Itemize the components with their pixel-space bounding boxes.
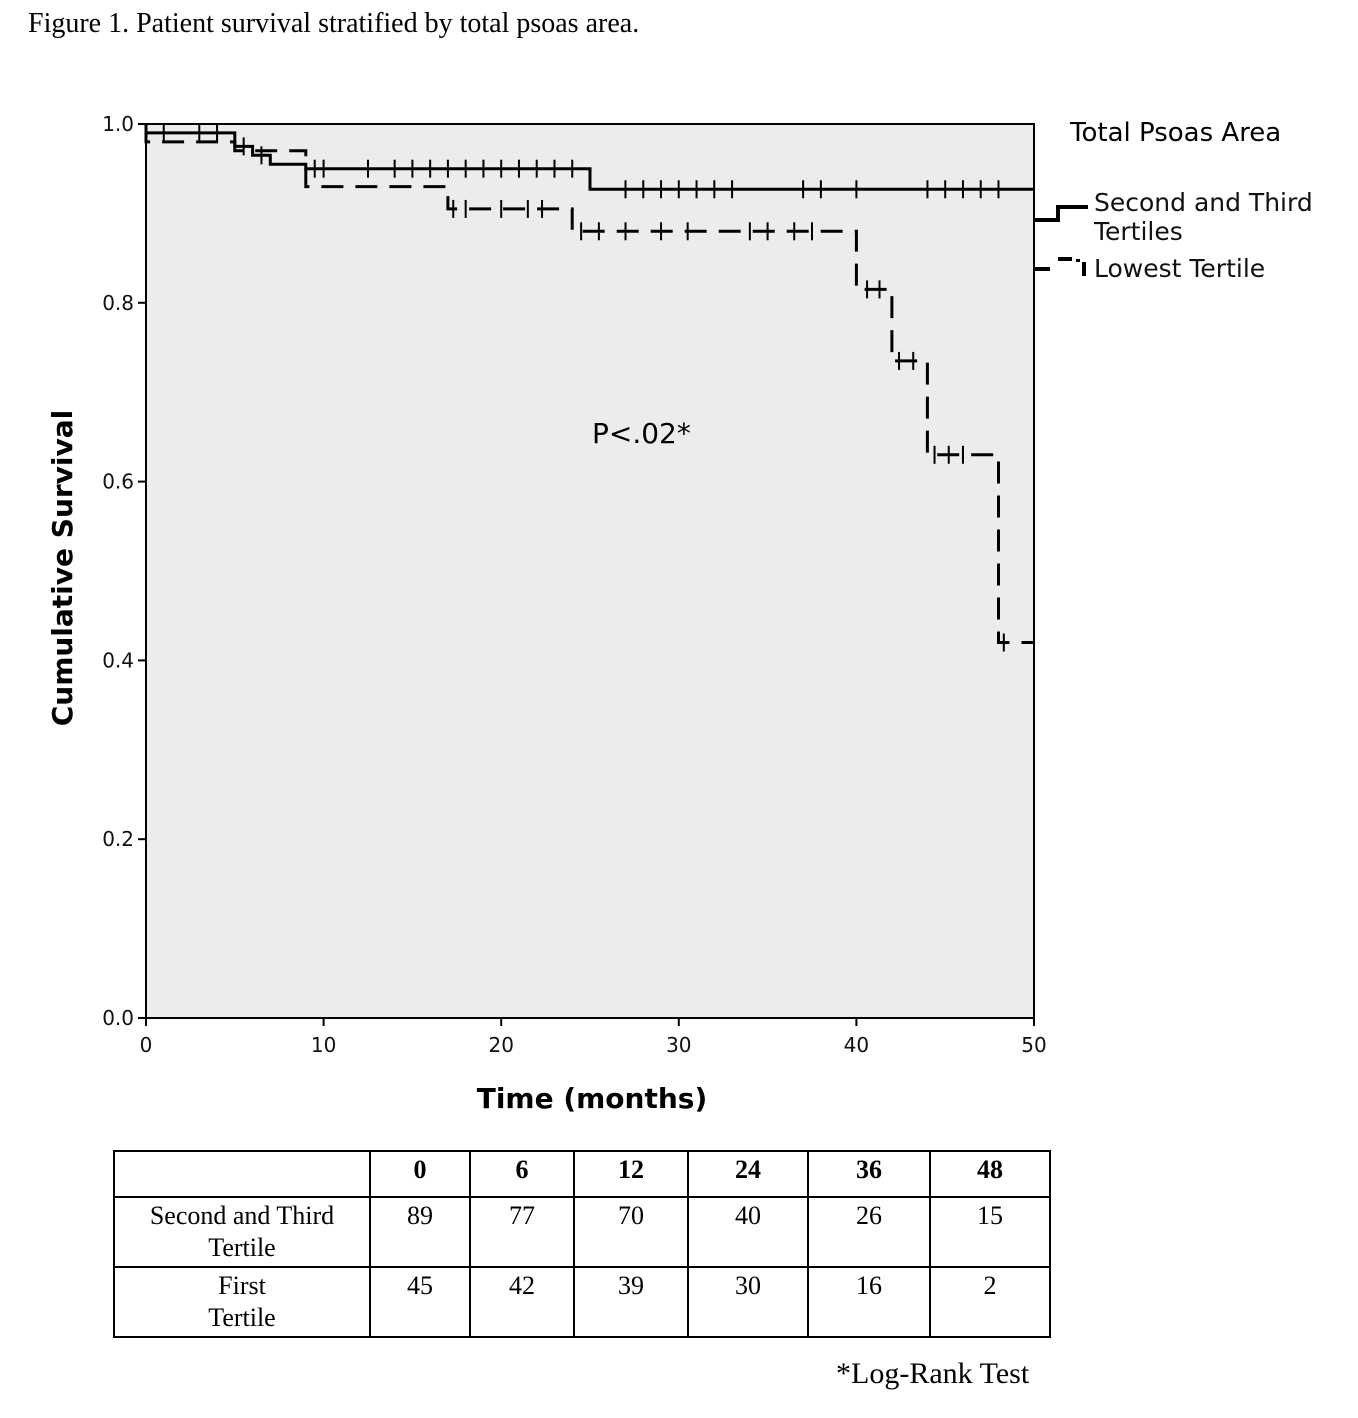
number-at-risk-table: 0 6 12 24 36 48 Second and Third Tertile … [113, 1150, 1051, 1338]
risk-table-header-cell [113, 1150, 371, 1198]
risk-table-cell: 2 [929, 1266, 1051, 1338]
legend-label-second-third-line2: Tertiles [1093, 217, 1183, 246]
x-tick-label: 40 [844, 1033, 869, 1057]
x-tick-label: 30 [666, 1033, 691, 1057]
x-tick-label: 10 [311, 1033, 336, 1057]
risk-table-header-cell: 12 [573, 1150, 689, 1198]
risk-table-cell: 30 [687, 1266, 809, 1338]
x-tick-label: 50 [1021, 1033, 1046, 1057]
plot-area [145, 123, 1035, 1019]
risk-table-row-label: First Tertile [113, 1266, 371, 1338]
legend-label-lowest: Lowest Tertile [1094, 254, 1265, 283]
y-tick-label: 0.2 [102, 827, 134, 851]
risk-table-cell: 16 [807, 1266, 931, 1338]
legend-solid-swatch [1034, 205, 1088, 222]
second-third-tertiles-curve [144, 124, 1034, 191]
legend-title: Total Psoas Area [1069, 118, 1281, 148]
risk-table-header-cell: 48 [929, 1150, 1051, 1198]
legend: Total Psoas Area Second and Third Tertil… [1034, 118, 1313, 283]
risk-row-label-line: First [218, 1271, 266, 1300]
risk-table-row: Second and Third Tertile 89 77 70 40 26 1… [113, 1196, 1051, 1268]
risk-row-label-line: Tertile [208, 1303, 276, 1332]
figure-title: Figure 1. Patient survival stratified by… [28, 8, 640, 39]
series-layer [144, 123, 1034, 652]
y-tick-label: 0.4 [102, 648, 134, 672]
lowest-tertile-curve [144, 124, 1034, 644]
risk-table-row: First Tertile 45 42 39 30 16 2 [113, 1266, 1051, 1338]
risk-table-cell: 39 [573, 1266, 689, 1338]
y-tick-label: 1.0 [102, 112, 134, 136]
risk-row-label-line: Second and Third [149, 1201, 335, 1230]
risk-table-cell: 40 [687, 1196, 809, 1268]
risk-table-cell: 89 [369, 1196, 471, 1268]
risk-table-header-cell: 6 [469, 1150, 575, 1198]
risk-table-cell: 15 [929, 1196, 1051, 1268]
risk-table-header-row: 0 6 12 24 36 48 [113, 1150, 1051, 1198]
y-tick-label: 0.0 [102, 1006, 134, 1030]
risk-table-cell: 42 [469, 1266, 575, 1338]
risk-table-cell: 26 [807, 1196, 931, 1268]
x-tick-label: 20 [488, 1033, 513, 1057]
risk-table-cell: 77 [469, 1196, 575, 1268]
risk-table-header-cell: 0 [369, 1150, 471, 1198]
risk-table-cell: 45 [369, 1266, 471, 1338]
legend-label-second-third-line1: Second and Third [1094, 188, 1313, 217]
survival-chart: 0.0 0.2 0.4 0.6 0.8 1.0 0 10 20 30 40 50 P<.02* Cu… [46, 112, 1313, 1115]
risk-table-cell: 70 [573, 1196, 689, 1268]
x-axis-title: Time (months) [477, 1082, 708, 1115]
risk-table-row-label: Second and Third Tertile [113, 1196, 371, 1268]
risk-row-label-line: Tertile [208, 1233, 276, 1262]
x-tick-label: 0 [140, 1033, 153, 1057]
x-axis: 0 10 20 30 40 50 [140, 1018, 1047, 1057]
y-axis: 0.0 0.2 0.4 0.6 0.8 1.0 [102, 112, 146, 1030]
y-axis-title: Cumulative Survival [46, 410, 79, 727]
risk-table-header-cell: 36 [807, 1150, 931, 1198]
footnote: *Log-Rank Test [836, 1357, 1030, 1390]
legend-dashed-swatch [1034, 257, 1086, 276]
y-tick-label: 0.6 [102, 470, 134, 494]
y-tick-label: 0.8 [102, 291, 134, 315]
p-value-annotation: P<.02* [592, 417, 691, 450]
risk-table-header-cell: 24 [687, 1150, 809, 1198]
